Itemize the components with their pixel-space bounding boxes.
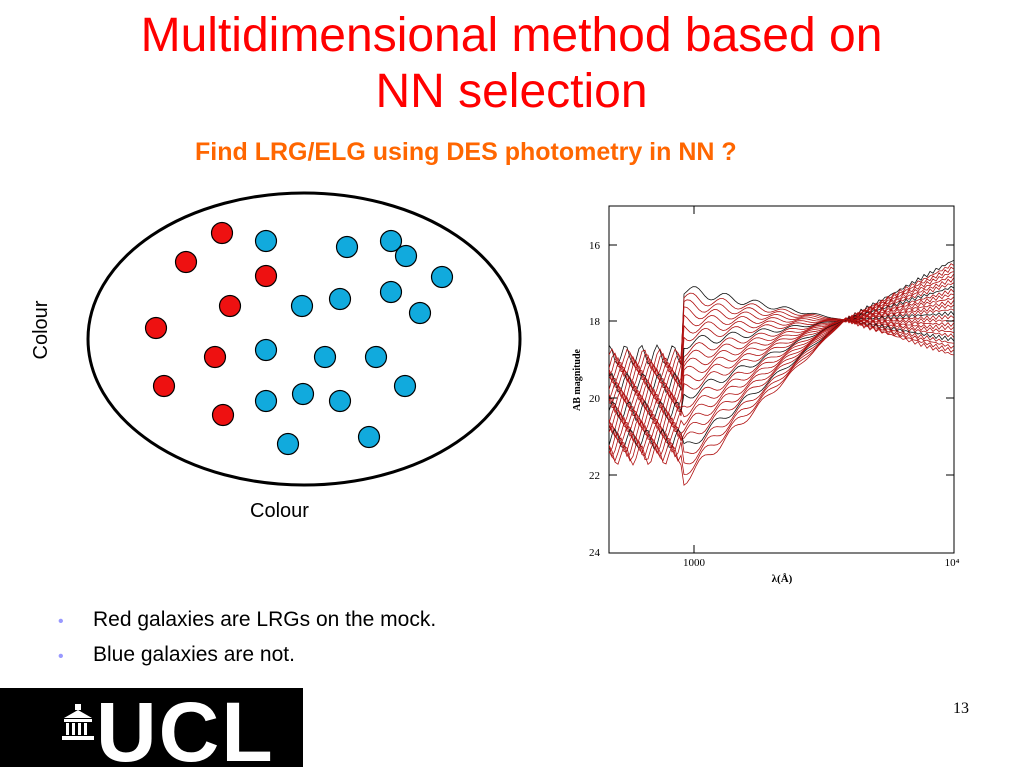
portico-icon bbox=[62, 704, 94, 740]
bullet-item: • Red galaxies are LRGs on the mock. bbox=[58, 608, 436, 643]
x-tick-label-10000: 10⁴ bbox=[945, 557, 960, 569]
blue-galaxy-dot bbox=[408, 301, 432, 325]
bullet-text: Red galaxies are LRGs on the mock. bbox=[93, 608, 437, 631]
blue-galaxy-dot bbox=[394, 244, 418, 268]
plot-x-axis-label: λ(Å) bbox=[772, 573, 793, 585]
y-tick-label-16: 16 bbox=[589, 240, 601, 252]
x-tick-label-1000: 1000 bbox=[683, 557, 706, 569]
diagram-x-axis-label: Colour bbox=[250, 500, 309, 522]
blue-galaxy-dot bbox=[313, 345, 337, 369]
y-tick-label-18: 18 bbox=[589, 316, 601, 328]
slide-title: Multidimensional method based on NN sele… bbox=[0, 8, 1023, 120]
blue-galaxy-dot bbox=[254, 229, 278, 253]
bullet-marker: • bbox=[58, 648, 64, 665]
spectrum-curve bbox=[609, 285, 954, 394]
spectrum-curve bbox=[609, 263, 954, 370]
bullet-list: • Red galaxies are LRGs on the mock. • B… bbox=[58, 608, 436, 678]
spectrum-curve bbox=[609, 296, 954, 406]
blue-galaxy-dot bbox=[379, 280, 403, 304]
plot-ticks bbox=[609, 206, 954, 553]
y-tick-label-22: 22 bbox=[589, 470, 600, 482]
blue-galaxy-dot bbox=[291, 382, 315, 406]
spectrum-curve bbox=[609, 317, 954, 465]
spectrum-curve bbox=[609, 318, 954, 455]
spectrum-curve bbox=[609, 288, 954, 398]
red-galaxy-dot bbox=[144, 316, 168, 340]
spectrum-curve bbox=[609, 304, 954, 414]
spectrum-curve bbox=[609, 299, 954, 410]
blue-galaxy-dot bbox=[328, 287, 352, 311]
y-tick-label-24: 24 bbox=[589, 547, 601, 559]
galaxy-dots bbox=[144, 221, 454, 456]
spectrum-curve bbox=[609, 319, 954, 438]
blue-galaxy-dot bbox=[254, 338, 278, 362]
title-line-2: NN selection bbox=[375, 65, 648, 118]
bullet-item: • Blue galaxies are not. bbox=[58, 643, 436, 678]
plot-y-axis-label: AB magnitude bbox=[572, 348, 583, 411]
blue-galaxy-dot bbox=[357, 425, 381, 449]
blue-galaxy-dot bbox=[254, 389, 278, 413]
spectrum-curve bbox=[609, 318, 954, 475]
red-galaxy-dot bbox=[174, 250, 198, 274]
y-tick-label-20: 20 bbox=[589, 393, 601, 405]
spectrum-curve bbox=[609, 319, 954, 486]
selection-ellipse bbox=[86, 191, 522, 487]
spectra-curves bbox=[609, 259, 954, 486]
diagram-y-axis-label: Colour bbox=[30, 300, 52, 360]
ucl-logo: UCL bbox=[0, 688, 303, 774]
blue-galaxy-dot bbox=[328, 389, 352, 413]
blue-galaxy-dot bbox=[393, 374, 417, 398]
bullet-text: Blue galaxies are not. bbox=[93, 643, 295, 666]
blue-galaxy-dot bbox=[430, 265, 454, 289]
spectrum-curve bbox=[609, 273, 954, 382]
red-galaxy-dot bbox=[211, 403, 235, 427]
bullet-marker: • bbox=[58, 613, 64, 630]
blue-galaxy-dot bbox=[276, 432, 300, 456]
spectrum-curve bbox=[609, 319, 954, 450]
spectrum-curve bbox=[609, 271, 954, 378]
spectrum-curve bbox=[609, 317, 954, 434]
slide-subtitle: Find LRG/ELG using DES photometry in NN … bbox=[195, 138, 737, 166]
red-galaxy-dot bbox=[210, 221, 234, 245]
spectra-plot: AB magnitude λ(Å) 16 18 20 22 24 1000 10… bbox=[572, 205, 960, 585]
colour-colour-diagram bbox=[86, 191, 522, 487]
spectrum-curve bbox=[609, 318, 954, 446]
red-galaxy-dot bbox=[203, 345, 227, 369]
blue-galaxy-dot bbox=[335, 235, 359, 259]
blue-galaxy-dot bbox=[290, 294, 314, 318]
red-galaxy-dot bbox=[218, 294, 242, 318]
page-number: 13 bbox=[953, 700, 969, 717]
spectrum-curve bbox=[609, 314, 954, 426]
plot-frame bbox=[608, 205, 955, 554]
blue-galaxy-dot bbox=[379, 229, 403, 253]
spectrum-curve bbox=[609, 317, 954, 430]
spectrum-curve bbox=[609, 276, 954, 386]
red-galaxy-dot bbox=[254, 264, 278, 288]
title-line-1: Multidimensional method based on bbox=[140, 9, 883, 62]
red-galaxy-dot bbox=[152, 374, 176, 398]
blue-galaxy-dot bbox=[364, 345, 388, 369]
logo-wordmark: UCL bbox=[96, 685, 275, 779]
spectrum-curve bbox=[609, 266, 954, 374]
